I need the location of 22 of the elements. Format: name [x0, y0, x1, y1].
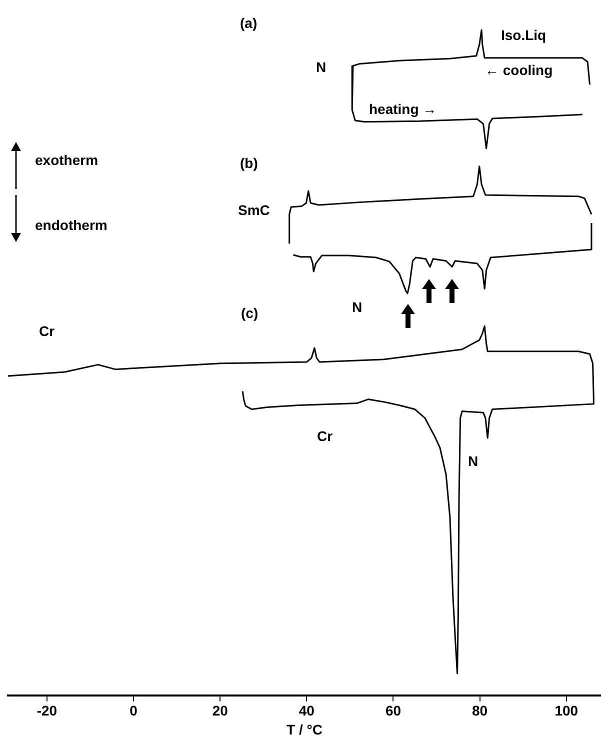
annotation: Cr	[317, 428, 333, 444]
annotation: Cr	[39, 323, 55, 339]
annotation: (c)	[241, 305, 258, 321]
x-tick-label: 100	[554, 702, 578, 719]
x-tick-label: 40	[298, 702, 315, 719]
annotation: N	[352, 299, 362, 315]
annotation: endotherm	[35, 217, 108, 233]
annotation: heating →	[369, 101, 437, 117]
x-tick-label: 0	[130, 702, 138, 719]
annotation: Iso.Liq	[501, 27, 546, 43]
annotation: (a)	[240, 15, 258, 31]
annotation: N	[468, 453, 478, 469]
x-tick-label: 60	[385, 702, 402, 719]
annotation: SmC	[238, 202, 270, 218]
annotation: ← cooling	[485, 62, 553, 78]
x-tick-label: 80	[472, 702, 488, 719]
annotation: (b)	[240, 155, 258, 171]
annotation: exotherm	[35, 152, 98, 168]
x-axis-title: T / °C	[286, 721, 322, 738]
x-tick-label: -20	[36, 702, 58, 719]
x-tick-label: 20	[212, 702, 228, 719]
annotation: N	[316, 59, 326, 75]
